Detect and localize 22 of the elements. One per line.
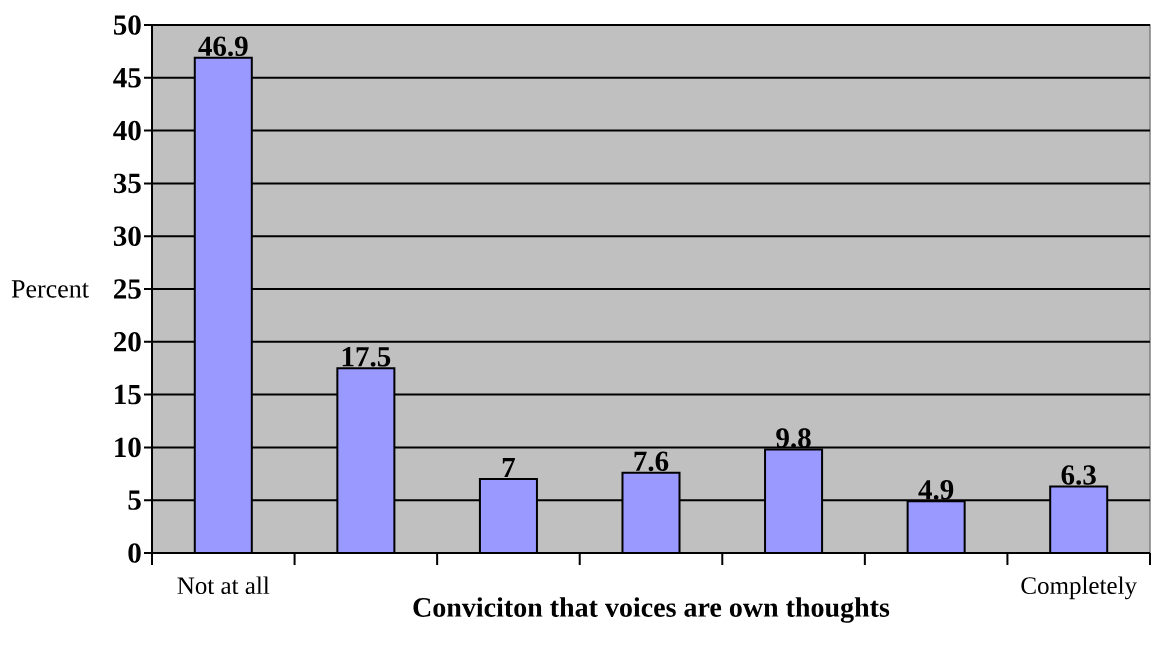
y-tick-label: 40 <box>113 120 141 141</box>
y-tick-label: 35 <box>113 173 141 194</box>
y-tick-label: 50 <box>113 15 141 35</box>
data-label: 9.8 <box>776 428 811 448</box>
y-tick-label: 25 <box>114 279 141 299</box>
x-tick-label: Completely <box>1021 576 1137 600</box>
y-tick-label: 0 <box>128 543 141 563</box>
data-label: 7 <box>502 458 515 478</box>
y-tick-label: 10 <box>115 437 141 458</box>
x-tick-label: Not at all <box>177 576 270 595</box>
data-label: 46.9 <box>198 36 248 57</box>
data-label: 6.3 <box>1061 465 1096 485</box>
y-axis-title: Percent <box>11 280 89 298</box>
y-tick-label: 5 <box>128 490 141 510</box>
data-label: 4.9 <box>918 480 954 500</box>
y-tick-label: 15 <box>115 384 141 405</box>
x-axis-title: Conviciton that voices are own thoughts <box>413 597 890 623</box>
y-tick-label: 30 <box>113 226 141 246</box>
y-tick-label: 20 <box>114 332 141 352</box>
data-label: 17.5 <box>342 347 391 367</box>
data-label: 7.6 <box>634 451 669 472</box>
y-tick-label: 45 <box>113 68 141 88</box>
